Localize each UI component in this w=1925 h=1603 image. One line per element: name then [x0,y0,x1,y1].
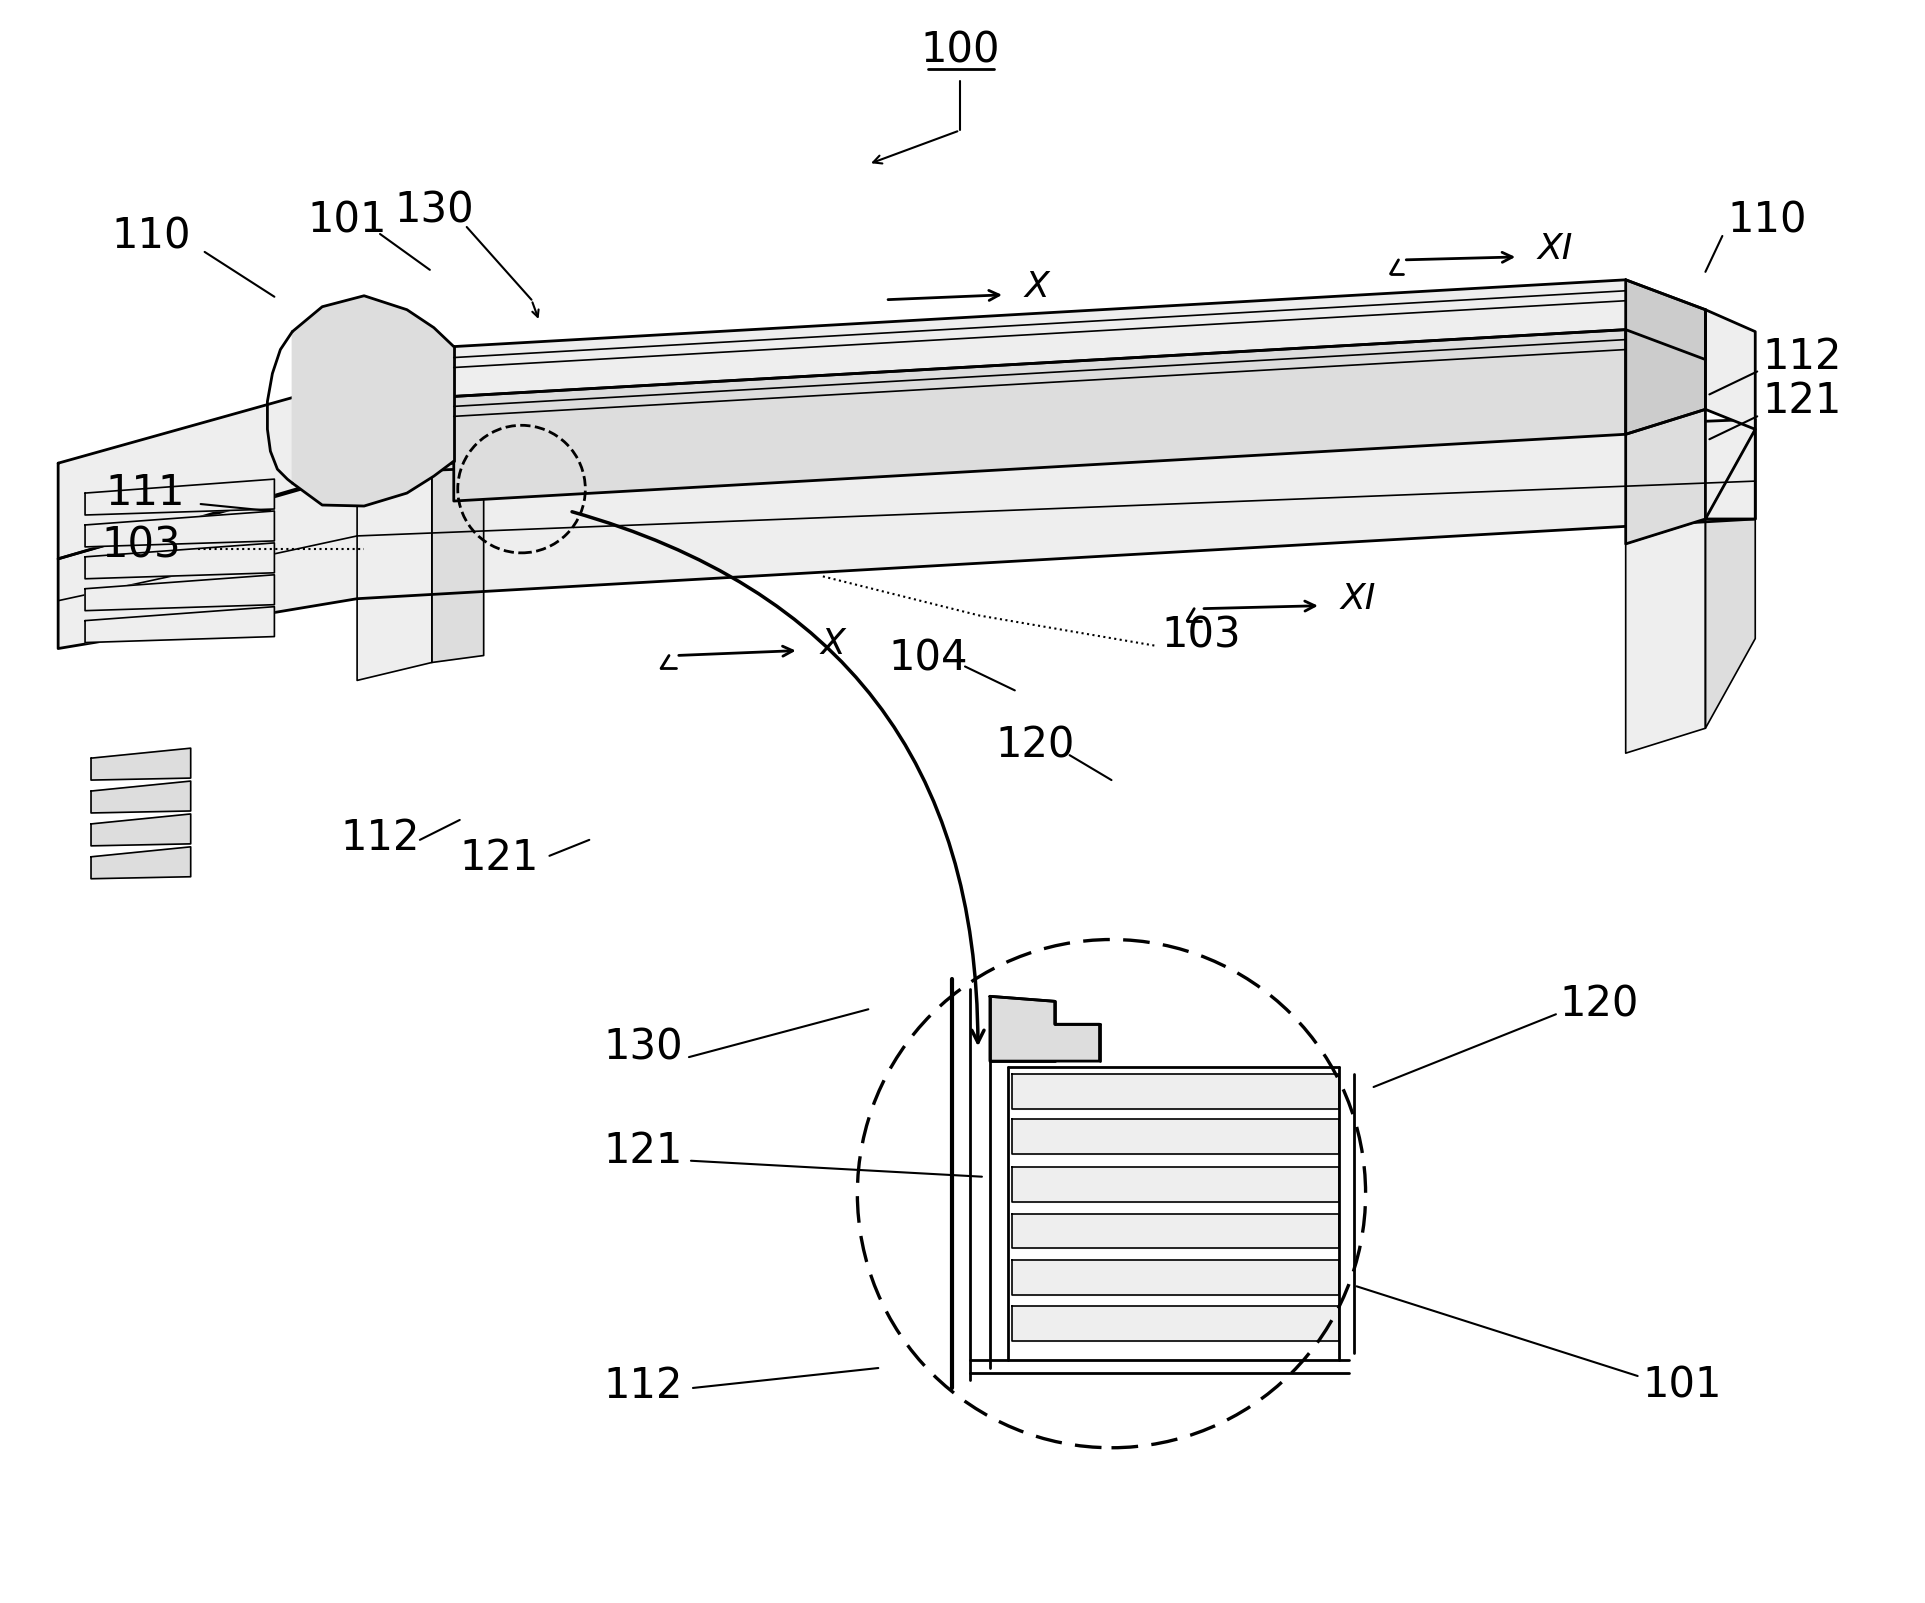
Polygon shape [1627,409,1706,543]
Polygon shape [1706,309,1756,430]
Polygon shape [58,380,454,559]
Circle shape [857,939,1365,1448]
Polygon shape [58,420,1756,649]
Polygon shape [85,606,275,643]
Text: X: X [820,627,845,660]
Polygon shape [1627,281,1706,434]
Text: 111: 111 [106,471,185,515]
Polygon shape [90,749,191,781]
Text: 103: 103 [1161,614,1242,657]
Polygon shape [1013,1213,1338,1249]
Polygon shape [454,281,1706,396]
Polygon shape [358,457,431,680]
Polygon shape [1013,1119,1338,1154]
Text: 120: 120 [995,725,1074,766]
Text: 101: 101 [1642,1366,1723,1407]
Text: 112: 112 [341,818,420,859]
Polygon shape [90,781,191,813]
Polygon shape [1013,1167,1338,1202]
Polygon shape [90,814,191,846]
Text: 121: 121 [1761,380,1842,423]
Polygon shape [431,449,483,662]
Text: 101: 101 [308,199,387,240]
Text: XI: XI [1340,582,1376,616]
Polygon shape [1013,1306,1338,1342]
Text: 130: 130 [395,189,474,231]
Polygon shape [90,846,191,878]
Polygon shape [1013,1260,1338,1295]
Polygon shape [1706,430,1756,519]
Text: 104: 104 [887,638,968,680]
Polygon shape [85,479,275,515]
Polygon shape [85,511,275,547]
Polygon shape [989,997,1099,1061]
Text: 121: 121 [460,837,539,878]
Polygon shape [1706,430,1756,728]
Text: 130: 130 [603,1026,683,1068]
Text: X: X [1024,269,1049,305]
Text: 120: 120 [1559,983,1640,1026]
Polygon shape [1013,1074,1338,1109]
Text: 121: 121 [604,1130,683,1172]
Text: 110: 110 [112,216,191,258]
Text: 112: 112 [1761,335,1842,378]
Polygon shape [85,543,275,579]
Text: 103: 103 [100,524,181,567]
Text: 110: 110 [1727,199,1808,240]
Polygon shape [1627,519,1706,753]
Text: 100: 100 [920,29,999,72]
Polygon shape [85,575,275,611]
Text: XI: XI [1538,232,1573,266]
Polygon shape [293,297,454,507]
Polygon shape [454,330,1627,502]
Text: 112: 112 [604,1366,683,1407]
